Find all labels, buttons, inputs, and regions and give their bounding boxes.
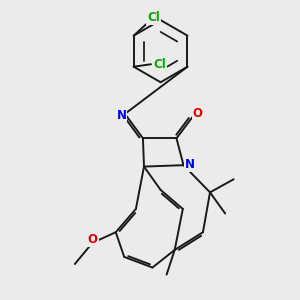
Text: Cl: Cl xyxy=(147,11,160,25)
Text: O: O xyxy=(193,107,202,120)
Text: N: N xyxy=(116,109,126,122)
Text: Cl: Cl xyxy=(153,58,166,71)
Text: O: O xyxy=(88,233,98,246)
Text: N: N xyxy=(185,158,195,171)
